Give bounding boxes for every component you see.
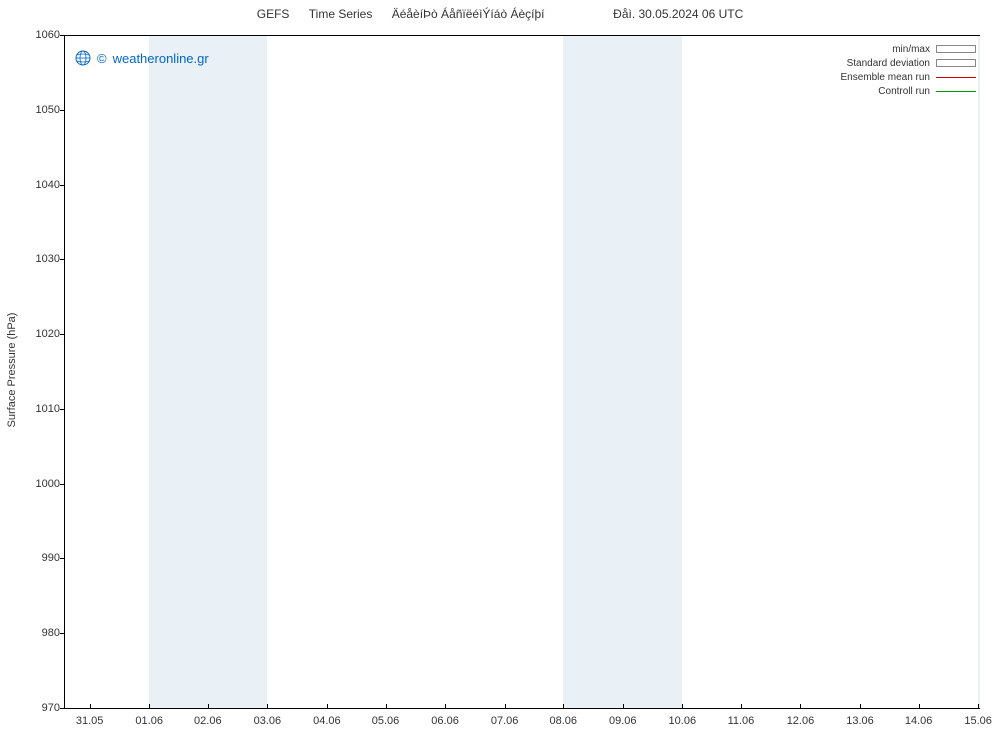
legend-label: Ensemble mean run [841, 72, 931, 83]
y-tick-label: 1000 [30, 478, 60, 490]
x-tick-mark [623, 704, 624, 708]
y-tick-mark [60, 259, 64, 260]
x-tick-mark [919, 704, 920, 708]
x-tick-label: 12.06 [787, 715, 815, 727]
legend-item: Controll run [841, 84, 977, 98]
x-tick-mark [90, 704, 91, 708]
x-tick-label: 08.06 [549, 715, 577, 727]
legend-item: Standard deviation [841, 56, 977, 70]
x-tick-label: 02.06 [194, 715, 222, 727]
x-tick-mark [978, 704, 979, 708]
y-tick-mark [60, 484, 64, 485]
x-tick-label: 13.06 [846, 715, 874, 727]
y-tick-label: 970 [30, 702, 60, 714]
x-tick-label: 10.06 [669, 715, 697, 727]
x-tick-label: 15.06 [964, 715, 992, 727]
legend: min/max Standard deviation Ensemble mean r… [841, 42, 977, 98]
x-tick-label: 01.06 [135, 715, 163, 727]
legend-label: Controll run [878, 86, 930, 97]
y-tick-label: 1060 [30, 29, 60, 41]
y-tick-label: 1020 [30, 328, 60, 340]
y-tick-label: 980 [30, 627, 60, 639]
y-tick-label: 1050 [30, 104, 60, 116]
x-tick-label: 11.06 [728, 715, 755, 727]
legend-line [936, 91, 976, 92]
watermark: © weatheronline.gr [75, 50, 209, 66]
y-tick-mark [60, 334, 64, 335]
y-tick-mark [60, 35, 64, 36]
y-axis-label: Surface Pressure (hPa) [6, 313, 18, 428]
chart-title: GEFS Time Series ÄéåèíÞò ÁåñïëéìÝíáò Áèç… [0, 7, 1000, 21]
x-tick-label: 04.06 [313, 715, 341, 727]
x-tick-label: 03.06 [254, 715, 282, 727]
x-tick-label: 14.06 [905, 715, 933, 727]
x-tick-label: 31.05 [76, 715, 104, 727]
x-tick-mark [445, 704, 446, 708]
x-tick-label: 09.06 [609, 715, 637, 727]
legend-label: min/max [892, 44, 930, 55]
x-tick-mark [563, 704, 564, 708]
x-axis-line [64, 708, 980, 709]
y-tick-mark [60, 558, 64, 559]
title-timestamp: Ðåì. 30.05.2024 06 UTC [613, 7, 743, 21]
y-tick-label: 1040 [30, 179, 60, 191]
weekend-band [563, 36, 682, 708]
x-tick-mark [741, 704, 742, 708]
x-tick-mark [149, 704, 150, 708]
watermark-copyright: © [97, 51, 107, 66]
title-series: Time Series [309, 7, 373, 21]
x-tick-mark [267, 704, 268, 708]
legend-line [936, 77, 976, 78]
legend-swatch [936, 45, 976, 53]
legend-item: Ensemble mean run [841, 70, 977, 84]
x-tick-label: 06.06 [431, 715, 459, 727]
x-tick-mark [682, 704, 683, 708]
x-tick-label: 05.06 [372, 715, 400, 727]
weekend-band [149, 36, 267, 708]
y-tick-mark [60, 185, 64, 186]
y-axis-line [64, 35, 65, 708]
legend-label: Standard deviation [847, 58, 930, 69]
y-tick-label: 990 [30, 552, 60, 564]
x-tick-label: 07.06 [491, 715, 519, 727]
y-tick-mark [60, 633, 64, 634]
y-tick-label: 1010 [30, 403, 60, 415]
x-tick-mark [505, 704, 506, 708]
title-location: ÄéåèíÞò ÁåñïëéìÝíáò Áèçíþí [392, 7, 545, 21]
plot-area [64, 35, 980, 708]
x-tick-mark [860, 704, 861, 708]
weekend-band [978, 36, 980, 708]
x-tick-mark [800, 704, 801, 708]
y-tick-mark [60, 409, 64, 410]
title-prefix: GEFS [257, 7, 290, 21]
watermark-text: weatheronline.gr [113, 51, 209, 66]
x-tick-mark [208, 704, 209, 708]
legend-swatch [936, 59, 976, 67]
x-tick-mark [327, 704, 328, 708]
y-tick-label: 1030 [30, 253, 60, 265]
globe-icon [75, 50, 91, 66]
legend-item: min/max [841, 42, 977, 56]
y-tick-mark [60, 708, 64, 709]
pressure-chart: GEFS Time Series ÄéåèíÞò ÁåñïëéìÝíáò Áèç… [0, 0, 1000, 733]
x-tick-mark [386, 704, 387, 708]
y-tick-mark [60, 110, 64, 111]
